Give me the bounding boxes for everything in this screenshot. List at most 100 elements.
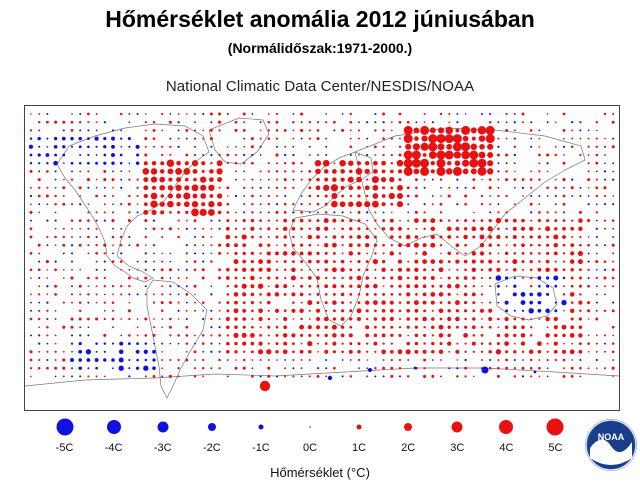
legend-dot bbox=[404, 423, 413, 431]
anomaly-dot bbox=[103, 301, 106, 304]
anomaly-dot bbox=[235, 359, 237, 361]
anomaly-dot bbox=[603, 194, 607, 198]
anomaly-dot bbox=[398, 112, 402, 116]
anomaly-dot bbox=[120, 252, 123, 255]
anomaly-dot bbox=[497, 260, 500, 263]
anomaly-dot bbox=[185, 325, 189, 329]
anomaly-dot bbox=[538, 318, 541, 320]
anomaly-dot bbox=[217, 210, 222, 215]
anomaly-dot bbox=[169, 137, 172, 140]
anomaly-dot bbox=[505, 153, 509, 157]
anomaly-dot bbox=[595, 367, 598, 370]
anomaly-dot bbox=[29, 358, 33, 362]
anomaly-dot bbox=[406, 375, 410, 378]
anomaly-dot bbox=[258, 341, 263, 346]
anomaly-dot bbox=[218, 358, 221, 362]
anomaly-dot bbox=[193, 252, 197, 255]
anomaly-dot bbox=[456, 367, 459, 370]
anomaly-dot bbox=[612, 227, 615, 230]
anomaly-dot bbox=[250, 301, 254, 305]
anomaly-dot bbox=[422, 276, 427, 280]
anomaly-dot bbox=[390, 121, 393, 124]
anomaly-dot bbox=[317, 342, 319, 345]
anomaly-dot bbox=[242, 358, 246, 362]
anomaly-dot bbox=[415, 227, 418, 230]
anomaly-dot bbox=[218, 367, 221, 370]
anomaly-dot bbox=[70, 276, 74, 280]
anomaly-dot bbox=[234, 235, 238, 239]
anomaly-dot bbox=[267, 194, 270, 198]
anomaly-dot bbox=[316, 235, 320, 239]
anomaly-dot bbox=[349, 276, 353, 280]
anomaly-dot bbox=[324, 177, 329, 182]
anomaly-dot bbox=[546, 350, 549, 353]
anomaly-dot bbox=[563, 137, 565, 140]
anomaly-dot bbox=[275, 186, 279, 190]
anomaly-dot bbox=[372, 300, 378, 306]
anomaly-dot bbox=[177, 318, 180, 320]
anomaly-dot bbox=[364, 201, 371, 208]
anomaly-dot bbox=[118, 365, 124, 371]
anomaly-dot bbox=[46, 350, 49, 353]
anomaly-dot bbox=[275, 112, 279, 116]
anomaly-dot bbox=[177, 358, 180, 362]
anomaly-dot bbox=[30, 186, 32, 189]
anomaly-dot bbox=[128, 317, 131, 321]
anomaly-dot bbox=[276, 195, 278, 197]
anomaly-dot bbox=[358, 154, 360, 156]
anomaly-dot bbox=[202, 137, 205, 140]
anomaly-dot bbox=[390, 186, 394, 190]
anomaly-dot bbox=[202, 350, 205, 353]
anomaly-dot bbox=[603, 219, 607, 222]
anomaly-dot bbox=[455, 276, 459, 280]
anomaly-dot bbox=[357, 342, 361, 346]
anomaly-dot bbox=[453, 151, 462, 159]
anomaly-dot bbox=[612, 137, 615, 140]
legend-item: 5C bbox=[535, 418, 575, 458]
anomaly-dot bbox=[300, 284, 304, 288]
anomaly-dot bbox=[488, 317, 493, 321]
anomaly-dot bbox=[54, 342, 57, 345]
anomaly-dot bbox=[389, 169, 394, 174]
anomaly-dot bbox=[207, 208, 215, 216]
anomaly-dot bbox=[111, 301, 115, 304]
anomaly-dot bbox=[316, 259, 320, 264]
anomaly-dot bbox=[366, 350, 369, 353]
anomaly-dot bbox=[242, 219, 246, 223]
anomaly-dot bbox=[54, 211, 57, 214]
anomaly-dot bbox=[571, 129, 574, 132]
anomaly-dot bbox=[95, 342, 98, 345]
anomaly-dot bbox=[201, 366, 205, 370]
anomaly-dot bbox=[430, 218, 436, 224]
anomaly-dot bbox=[29, 252, 33, 255]
anomaly-dot bbox=[464, 350, 467, 353]
anomaly-dot bbox=[587, 309, 591, 313]
anomaly-dot bbox=[546, 113, 549, 115]
anomaly-dot bbox=[611, 342, 615, 345]
anomaly-dot bbox=[103, 153, 107, 157]
anomaly-dot bbox=[136, 203, 139, 205]
anomaly-dot bbox=[529, 252, 533, 255]
anomaly-dot bbox=[194, 293, 196, 296]
anomaly-dot bbox=[46, 235, 49, 239]
anomaly-dot bbox=[161, 260, 164, 263]
anomaly-dot bbox=[422, 284, 427, 289]
anomaly-dot bbox=[332, 333, 337, 338]
anomaly-dot bbox=[275, 260, 279, 263]
anomaly-dot bbox=[365, 292, 369, 296]
anomaly-dot bbox=[185, 334, 189, 337]
anomaly-dot bbox=[37, 194, 41, 198]
anomaly-dot bbox=[365, 234, 370, 240]
anomaly-dot bbox=[374, 375, 377, 378]
anomaly-dot bbox=[521, 268, 525, 271]
anomaly-dot bbox=[587, 284, 590, 288]
anomaly-dot bbox=[481, 366, 489, 374]
anomaly-dot bbox=[37, 120, 41, 124]
anomaly-dot bbox=[177, 235, 180, 239]
anomaly-dot bbox=[398, 358, 402, 362]
legend-label: -3C bbox=[153, 442, 172, 454]
anomaly-dot bbox=[46, 170, 49, 173]
anomaly-dot bbox=[528, 308, 534, 314]
anomaly-dot bbox=[357, 129, 361, 132]
anomaly-dot bbox=[79, 375, 82, 378]
